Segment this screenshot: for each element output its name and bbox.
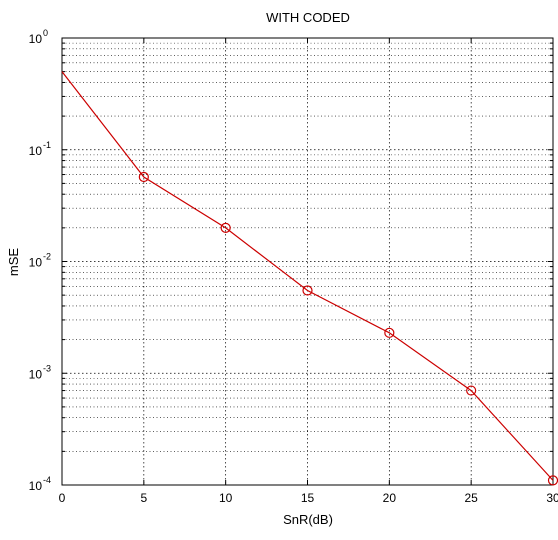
series-line: [61, 71, 554, 481]
y-axis-label: mSE: [6, 248, 21, 277]
data-series: [61, 71, 558, 486]
x-tick-label: 10: [219, 491, 233, 505]
y-tick-exponent: -2: [43, 252, 51, 262]
x-tick-label: 20: [383, 491, 397, 505]
x-tick-label: 25: [464, 491, 478, 505]
x-tick-label: 0: [59, 491, 66, 505]
y-tick-label: 10: [29, 367, 43, 381]
y-tick-label: 10: [29, 144, 43, 158]
data-point-marker: [302, 285, 313, 296]
data-point-marker: [220, 222, 231, 233]
y-tick-label: 10: [29, 32, 43, 46]
x-axis-label: SnR(dB): [283, 512, 333, 527]
y-tick-label: 10: [29, 256, 43, 270]
x-tick-label: 5: [140, 491, 147, 505]
x-tick-label: 15: [301, 491, 315, 505]
plot-frame: [61, 37, 554, 486]
data-point-marker: [138, 171, 149, 183]
y-tick-label: 10: [29, 479, 43, 493]
x-tick-label: 30: [546, 491, 558, 505]
y-tick-exponent: 0: [43, 28, 48, 38]
y-tick-exponent: -4: [43, 475, 51, 485]
data-point-marker: [384, 327, 395, 338]
y-tick-exponent: -3: [43, 363, 51, 373]
grid: [61, 37, 554, 486]
data-point-marker: [466, 385, 477, 396]
y-tick-exponent: -1: [43, 140, 51, 150]
chart-title: WITH CODED: [266, 10, 350, 25]
